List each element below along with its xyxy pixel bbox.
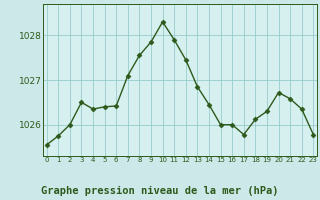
Text: Graphe pression niveau de la mer (hPa): Graphe pression niveau de la mer (hPa) [41, 186, 279, 196]
